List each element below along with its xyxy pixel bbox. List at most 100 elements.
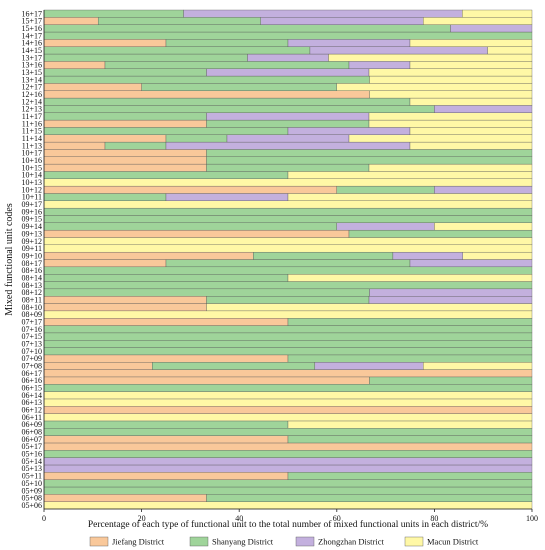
bar-segment (43, 369, 533, 378)
x-tick-label: 40 (235, 514, 243, 523)
bar-segment (43, 310, 533, 319)
bar-segment (348, 61, 411, 69)
y-tick-label: 05+17 (21, 442, 42, 451)
bar-segment (43, 362, 153, 370)
bar-segment (450, 24, 533, 33)
y-tick-label: 06+08 (21, 428, 42, 437)
y-tick-label: 06+09 (21, 420, 42, 429)
y-tick-label: 10+11 (22, 193, 42, 202)
bar-segment (487, 46, 533, 55)
bar-segment (423, 362, 533, 370)
y-tick-label: 10+13 (21, 178, 42, 187)
bar-segment (348, 229, 533, 238)
bar-segment (369, 376, 533, 385)
bar-segment (368, 68, 533, 77)
bar-segment (43, 244, 533, 253)
y-tick-label: 06+15 (21, 384, 42, 393)
bar-segment (369, 90, 533, 99)
bar-segment (206, 494, 533, 502)
y-tick-label: 09+14 (21, 222, 42, 231)
bar-segment (104, 61, 350, 69)
bar-segment (43, 83, 142, 91)
bar-segment (43, 105, 435, 113)
bar-segment (409, 61, 533, 69)
bar-segment (409, 39, 533, 47)
bar-segment (43, 156, 207, 165)
y-tick-label: 13+16 (21, 61, 42, 70)
bar-segment (368, 163, 533, 172)
legend-label: Macun District (427, 537, 479, 547)
bar-segment (462, 9, 533, 18)
x-tick-label: 60 (333, 514, 341, 523)
bar-segment (287, 435, 533, 444)
bar-segment (462, 251, 533, 260)
bar-segment (43, 53, 248, 62)
x-axis-label: Percentage of each type of functional un… (88, 519, 488, 530)
bar-segment (434, 222, 533, 231)
bar-segment (43, 274, 289, 282)
bar-segment (43, 215, 533, 223)
bar-segment (43, 332, 533, 341)
bar-segment (152, 362, 316, 370)
bar-segment (43, 494, 207, 502)
bar-segment (43, 134, 167, 143)
y-tick-label: 09+17 (21, 200, 42, 209)
bar-segment (43, 97, 411, 106)
y-tick-label: 11+13 (22, 141, 42, 150)
bar-segment (206, 149, 533, 157)
bar-segment (287, 472, 533, 480)
bar-segment (409, 97, 533, 106)
y-tick-label: 07+15 (21, 332, 42, 341)
bar-segment (43, 251, 254, 260)
y-tick-label: 07+08 (21, 362, 42, 371)
bar-segment (328, 53, 533, 62)
bar-segment (43, 486, 533, 495)
bar-segment (43, 442, 533, 451)
bar-segment (43, 222, 337, 231)
bar-segment (43, 420, 289, 429)
legend-label: Zhongzhan District (318, 537, 384, 547)
legend-swatch (295, 536, 315, 547)
y-tick-label: 08+13 (21, 281, 42, 290)
bar-segment (434, 105, 533, 113)
y-tick-label: 13+17 (21, 53, 42, 62)
bar-segment (43, 119, 207, 128)
bar-segment (369, 75, 533, 84)
y-tick-label: 08+11 (22, 295, 42, 304)
bar-segment (287, 193, 533, 201)
y-tick-label: 09+15 (21, 215, 42, 224)
bar-segment (206, 163, 370, 172)
bar-segment (287, 39, 411, 47)
y-tick-label: 05+10 (21, 479, 42, 488)
bar-segment (43, 207, 533, 216)
bar-segment (206, 296, 370, 304)
bar-segment (226, 134, 350, 143)
y-tick-label: 08+12 (21, 288, 42, 297)
bar-segment (247, 53, 329, 62)
y-axis-label: Mixed functional unit codes (4, 203, 15, 316)
bar-segment (336, 185, 435, 194)
y-tick-label: 12+17 (21, 83, 42, 92)
bar-segment (165, 39, 289, 47)
y-tick-label: 12+13 (21, 105, 42, 114)
bar-segment (43, 229, 350, 238)
legend-swatch (404, 536, 424, 547)
bar-segment (43, 24, 451, 33)
bar-segment (165, 134, 228, 143)
bar-segment (43, 296, 207, 304)
bar-segment (43, 259, 167, 268)
bar-segment (368, 112, 533, 121)
bar-segment (43, 75, 370, 84)
bar-segment (206, 68, 370, 77)
y-tick-label: 05+08 (21, 494, 42, 503)
bar-segment (43, 435, 289, 444)
bar-segment (43, 171, 289, 179)
y-tick-label: 09+12 (21, 237, 42, 246)
bar-segment (409, 127, 533, 135)
y-tick-label: 06+11 (22, 413, 42, 422)
y-tick-label: 11+14 (22, 134, 42, 143)
bar-segment (43, 398, 533, 407)
bar-segment (392, 251, 463, 260)
bar-segment (43, 17, 99, 25)
